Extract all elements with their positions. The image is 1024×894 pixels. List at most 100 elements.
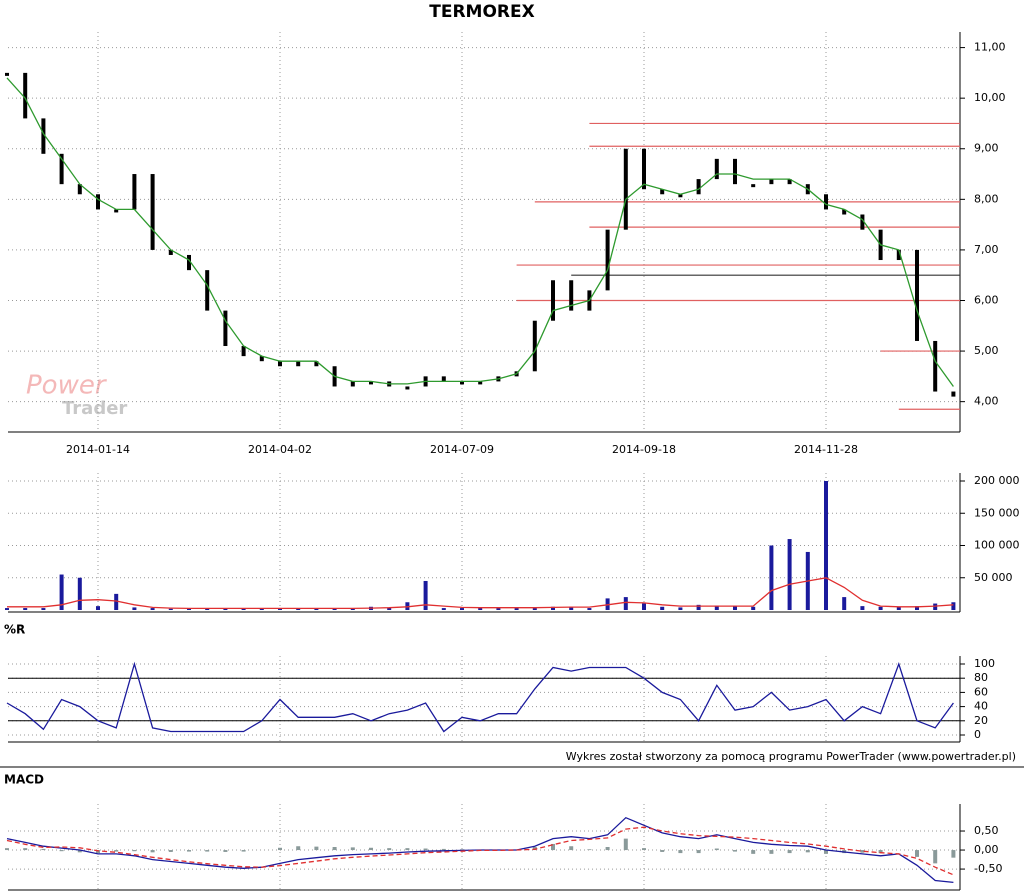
bar — [441, 848, 446, 851]
bar — [460, 608, 464, 610]
y-tick-label: 6,00 — [974, 293, 999, 306]
candle — [441, 376, 446, 382]
bar — [769, 545, 774, 610]
bar — [405, 602, 410, 610]
candle — [915, 249, 919, 341]
bar — [187, 850, 191, 852]
bar — [623, 838, 628, 851]
candle — [59, 153, 64, 185]
bar — [114, 593, 119, 610]
bar — [168, 608, 173, 610]
candle — [605, 229, 610, 291]
candle — [824, 194, 828, 210]
y-tick-label: 9,00 — [974, 142, 999, 155]
x-tick-label: 2014-01-14 — [66, 443, 130, 456]
candle — [41, 118, 46, 154]
bar — [5, 608, 9, 610]
bar — [168, 850, 173, 852]
watermark: Power — [26, 371, 108, 401]
y-tick-label: -0,50 — [974, 862, 1002, 875]
bar — [933, 850, 938, 864]
bar — [660, 606, 665, 610]
bar — [532, 608, 537, 610]
bar — [296, 846, 301, 851]
bar — [96, 606, 100, 610]
bar — [241, 608, 246, 610]
bar — [423, 848, 428, 851]
panel-title: %R — [4, 623, 25, 637]
bar — [787, 539, 792, 610]
bar — [805, 850, 810, 853]
bar — [824, 481, 828, 610]
candle — [551, 280, 555, 321]
bar — [41, 848, 46, 851]
candle — [842, 209, 847, 215]
y-tick-label: 60 — [974, 685, 988, 698]
candle — [733, 158, 737, 185]
bar — [332, 847, 337, 851]
bar — [350, 608, 355, 610]
y-tick-label: 100 000 — [974, 539, 1020, 552]
bar — [223, 850, 228, 852]
y-tick-label: 8,00 — [974, 192, 999, 205]
bar — [496, 608, 501, 610]
bar — [769, 850, 774, 854]
candle — [77, 184, 82, 195]
candle — [223, 310, 228, 347]
y-tick-label: 150 000 — [974, 506, 1020, 519]
candle — [278, 361, 282, 367]
bar — [751, 850, 756, 854]
bar — [296, 608, 301, 610]
bar — [714, 848, 719, 851]
bar — [59, 574, 64, 610]
candle — [96, 194, 100, 210]
panel-title: MACD — [4, 773, 44, 787]
bar — [951, 602, 956, 610]
bar — [587, 849, 592, 851]
watermark: Trader — [62, 398, 127, 419]
y-tick-label: 4,00 — [974, 395, 999, 408]
bar — [278, 608, 282, 610]
bar — [569, 606, 574, 610]
candle — [150, 174, 155, 250]
candle — [642, 148, 646, 190]
series-line — [6, 661, 954, 733]
series-line — [6, 826, 954, 876]
bar — [423, 580, 428, 610]
bar — [569, 846, 574, 851]
candle — [314, 361, 319, 367]
bar — [751, 606, 756, 610]
candle — [860, 214, 865, 230]
bar — [332, 608, 337, 610]
y-tick-label: 10,00 — [974, 91, 1006, 104]
bar — [642, 848, 646, 851]
bar — [587, 608, 592, 610]
bar — [23, 848, 28, 851]
bar — [205, 608, 210, 610]
y-tick-label: 7,00 — [974, 243, 999, 256]
candle — [769, 179, 774, 185]
bar — [733, 850, 737, 852]
bar — [623, 597, 628, 610]
bar — [350, 847, 355, 851]
bar — [150, 608, 155, 610]
candle — [678, 194, 683, 198]
bar — [787, 850, 792, 854]
candle — [660, 189, 665, 195]
series-line — [7, 577, 954, 610]
bar — [460, 849, 464, 851]
candle — [23, 72, 28, 119]
bar — [860, 606, 865, 610]
x-tick-label: 2014-04-02 — [248, 443, 312, 456]
candle — [896, 249, 901, 261]
bar — [824, 850, 828, 854]
bar — [223, 608, 228, 610]
candle — [460, 381, 464, 385]
bar — [551, 606, 555, 610]
y-tick-label: 5,00 — [974, 344, 999, 357]
candle — [132, 174, 137, 210]
bar — [150, 850, 155, 853]
bar — [896, 606, 901, 610]
candle — [205, 270, 210, 311]
bar — [660, 850, 665, 852]
